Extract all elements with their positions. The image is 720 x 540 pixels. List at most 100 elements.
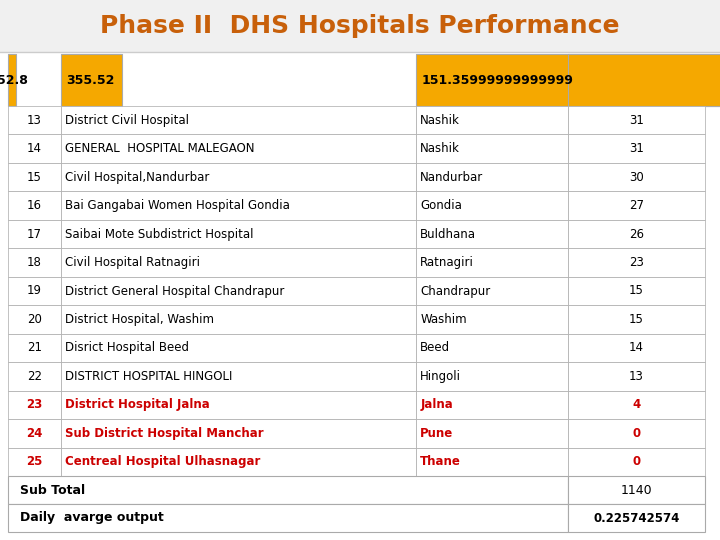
Bar: [416, 54, 720, 106]
Bar: [416, 305, 567, 334]
Bar: [8, 191, 60, 220]
Bar: [567, 220, 705, 248]
Text: Gondia: Gondia: [420, 199, 462, 212]
Text: 26: 26: [629, 227, 644, 241]
Text: Ratnagiri: Ratnagiri: [420, 256, 474, 269]
Text: Pune: Pune: [420, 427, 454, 440]
Text: Centreal Hospital Ulhasnagar: Centreal Hospital Ulhasnagar: [65, 455, 260, 468]
Text: 23: 23: [26, 399, 42, 411]
Text: Saibai Mote Subdistrict Hospital: Saibai Mote Subdistrict Hospital: [65, 227, 253, 241]
Text: District Hospital Jalna: District Hospital Jalna: [65, 399, 210, 411]
Text: 355.52: 355.52: [66, 73, 114, 86]
Bar: [416, 220, 567, 248]
Text: 16: 16: [27, 199, 42, 212]
Bar: [416, 390, 567, 419]
Bar: [0, 0, 720, 52]
Bar: [60, 334, 416, 362]
Bar: [416, 362, 567, 390]
Bar: [8, 419, 60, 448]
Text: 25: 25: [26, 455, 42, 468]
Text: 0: 0: [632, 455, 640, 468]
Text: Thane: Thane: [420, 455, 462, 468]
Text: GENERAL  HOSPITAL MALEGAON: GENERAL HOSPITAL MALEGAON: [65, 142, 254, 155]
Bar: [8, 305, 60, 334]
Bar: [8, 334, 60, 362]
Text: 23: 23: [629, 256, 644, 269]
Text: 31: 31: [629, 114, 644, 127]
Bar: [60, 305, 416, 334]
Text: Nashik: Nashik: [420, 114, 460, 127]
Text: 24: 24: [26, 427, 42, 440]
Text: Civil Hospital,Nandurbar: Civil Hospital,Nandurbar: [65, 171, 210, 184]
Bar: [567, 419, 705, 448]
Text: DISTRICT HOSPITAL HINGOLI: DISTRICT HOSPITAL HINGOLI: [65, 370, 232, 383]
Text: Jalna: Jalna: [420, 399, 453, 411]
Bar: [567, 334, 705, 362]
Text: Sub Total: Sub Total: [20, 483, 85, 496]
Bar: [8, 476, 567, 504]
Bar: [567, 476, 705, 504]
Bar: [416, 334, 567, 362]
Bar: [8, 134, 60, 163]
Text: Civil Hospital Ratnagiri: Civil Hospital Ratnagiri: [65, 256, 200, 269]
Text: 52.8: 52.8: [0, 73, 27, 86]
Bar: [416, 248, 567, 277]
Bar: [8, 163, 60, 191]
Text: Sub District Hospital Manchar: Sub District Hospital Manchar: [65, 427, 264, 440]
Bar: [8, 362, 60, 390]
Bar: [60, 448, 416, 476]
Bar: [416, 106, 567, 134]
Text: 1140: 1140: [621, 483, 652, 496]
Bar: [8, 277, 60, 305]
Text: 151.35999999999999: 151.35999999999999: [421, 73, 573, 86]
Text: 31: 31: [629, 142, 644, 155]
Bar: [60, 419, 416, 448]
Bar: [567, 448, 705, 476]
Bar: [567, 248, 705, 277]
Text: 14: 14: [629, 341, 644, 354]
Bar: [8, 504, 567, 532]
Text: 30: 30: [629, 171, 644, 184]
Text: 13: 13: [27, 114, 42, 127]
Bar: [416, 134, 567, 163]
Bar: [567, 163, 705, 191]
Text: District Hospital, Washim: District Hospital, Washim: [65, 313, 214, 326]
Text: 19: 19: [27, 285, 42, 298]
Bar: [60, 134, 416, 163]
Text: 14: 14: [27, 142, 42, 155]
Bar: [567, 362, 705, 390]
Text: Nandurbar: Nandurbar: [420, 171, 484, 184]
Bar: [60, 106, 416, 134]
Text: Washim: Washim: [420, 313, 467, 326]
Text: 27: 27: [629, 199, 644, 212]
Bar: [8, 248, 60, 277]
Bar: [8, 390, 60, 419]
Bar: [416, 191, 567, 220]
Bar: [8, 106, 60, 134]
Bar: [567, 191, 705, 220]
Text: 18: 18: [27, 256, 42, 269]
Bar: [60, 277, 416, 305]
Text: 4: 4: [632, 399, 641, 411]
Text: 21: 21: [27, 341, 42, 354]
Bar: [60, 390, 416, 419]
Bar: [567, 134, 705, 163]
Text: 0: 0: [632, 427, 640, 440]
Text: 0.225742574: 0.225742574: [593, 511, 680, 524]
Bar: [567, 504, 705, 532]
Bar: [8, 448, 60, 476]
Bar: [60, 362, 416, 390]
Bar: [416, 163, 567, 191]
Bar: [60, 220, 416, 248]
Text: Daily  avarge output: Daily avarge output: [20, 511, 163, 524]
Text: Buldhana: Buldhana: [420, 227, 477, 241]
Bar: [567, 277, 705, 305]
Text: 15: 15: [27, 171, 42, 184]
Bar: [60, 248, 416, 277]
Text: 15: 15: [629, 313, 644, 326]
Text: Nashik: Nashik: [420, 142, 460, 155]
Text: 20: 20: [27, 313, 42, 326]
Text: Hingoli: Hingoli: [420, 370, 462, 383]
Text: 17: 17: [27, 227, 42, 241]
Bar: [60, 54, 122, 106]
